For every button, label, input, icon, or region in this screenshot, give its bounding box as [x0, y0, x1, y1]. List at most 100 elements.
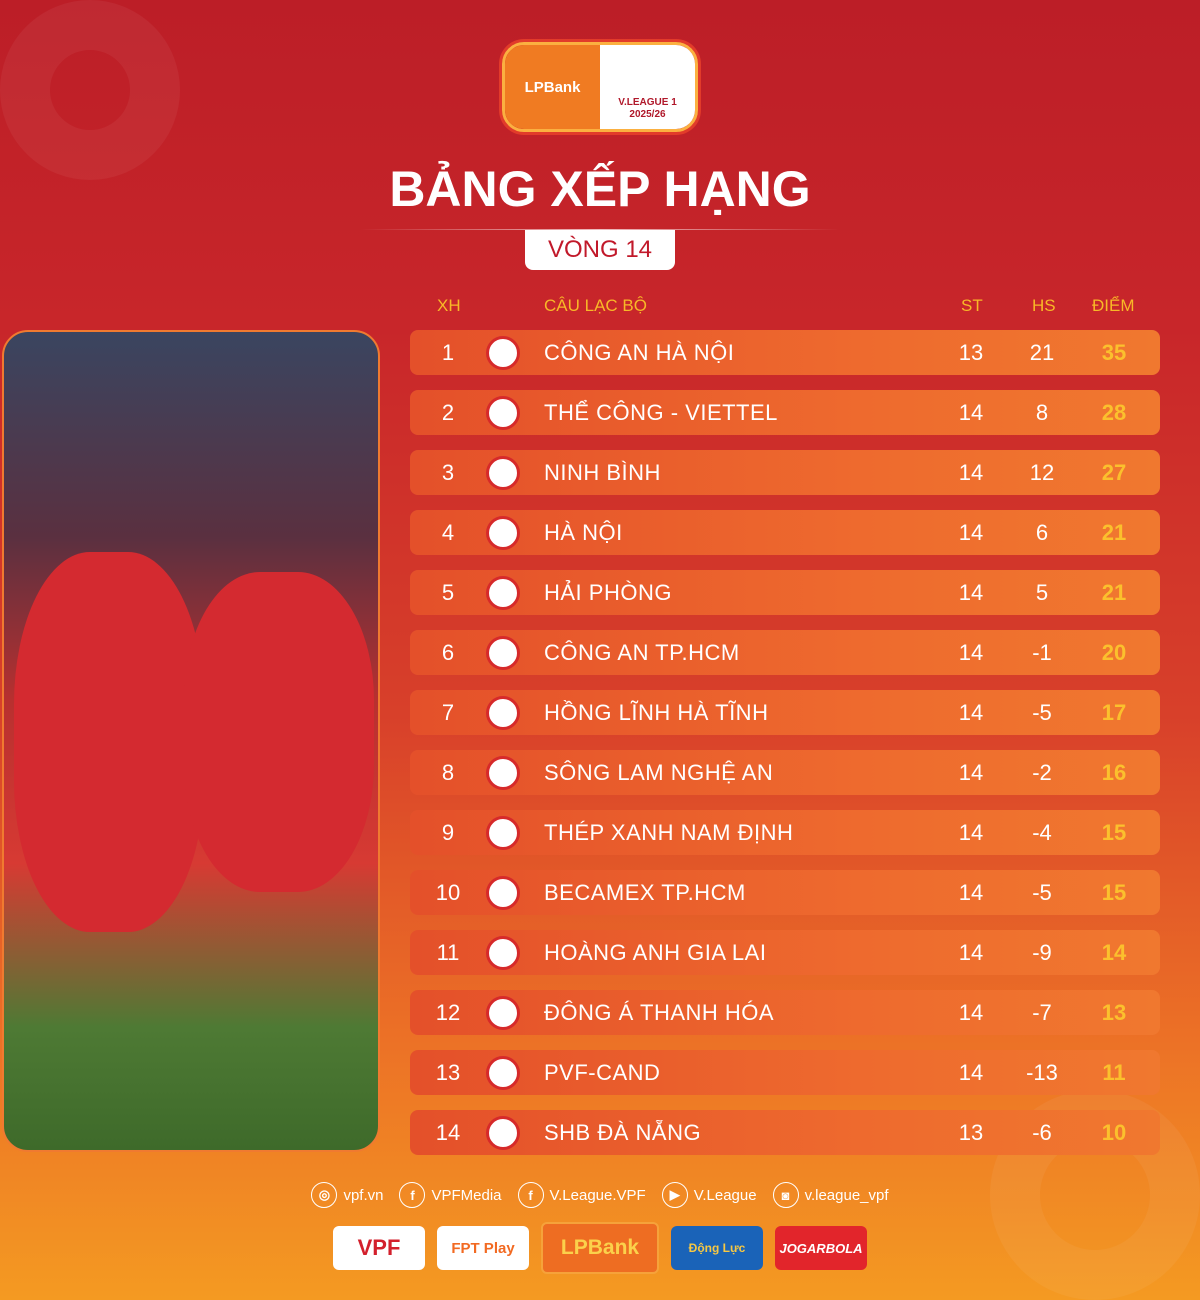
social-link[interactable]: f VPFMedia	[399, 1182, 502, 1208]
position: 7	[441, 700, 455, 725]
played: 13	[958, 1120, 984, 1145]
points: 15	[1101, 820, 1127, 845]
table-row: 14 SHB ĐÀ NẴNG 13 -6 10	[410, 1110, 1160, 1155]
club-crest-icon	[486, 996, 520, 1030]
instagram-icon: ◙	[772, 1182, 799, 1208]
player-photo	[2, 330, 380, 1152]
points: 11	[1102, 1060, 1126, 1085]
points: 21	[1101, 580, 1127, 605]
points: 17	[1101, 700, 1127, 725]
position: 13	[435, 1060, 461, 1085]
club-name: PVF-CAND	[544, 1060, 661, 1085]
club-name: CÔNG AN HÀ NỘI	[544, 340, 735, 365]
club-name: ĐÔNG Á THANH HÓA	[544, 1000, 775, 1025]
goal-difference: 5	[1035, 580, 1049, 605]
points: 14	[1101, 940, 1127, 965]
played: 13	[958, 340, 984, 365]
table-row: 5 HẢI PHÒNG 14 5 21	[410, 570, 1160, 615]
table-row: 12 ĐÔNG Á THANH HÓA 14 -7 13	[410, 990, 1160, 1035]
table-row: 13 PVF-CAND 14 -13 11	[410, 1050, 1160, 1095]
club-crest-icon	[486, 816, 520, 850]
league-logo: LPBank V.LEAGUE 1 2025/26	[502, 42, 698, 132]
decorative-circle	[0, 0, 180, 180]
position: 9	[441, 820, 455, 845]
club-name: HOÀNG ANH GIA LAI	[544, 940, 767, 965]
social-link[interactable]: ◙ v.league_vpf	[772, 1182, 889, 1208]
points: 27	[1101, 460, 1127, 485]
position: 5	[441, 580, 455, 605]
club-name: CÔNG AN TP.HCM	[544, 640, 740, 665]
played: 14	[958, 520, 984, 545]
played: 14	[958, 400, 984, 425]
position: 1	[441, 340, 455, 365]
table-row: 3 NINH BÌNH 14 12 27	[410, 450, 1160, 495]
points: 35	[1101, 340, 1127, 365]
header-points: ĐIỂM	[1092, 296, 1135, 315]
goal-difference: 6	[1035, 520, 1049, 545]
points: 28	[1101, 400, 1127, 425]
club-crest-icon	[486, 456, 520, 490]
table-row: 4 HÀ NỘI 14 6 21	[410, 510, 1160, 555]
played: 14	[958, 1000, 984, 1025]
position: 6	[441, 640, 455, 665]
points: 13	[1101, 1000, 1127, 1025]
points: 20	[1101, 640, 1127, 665]
points: 21	[1101, 520, 1127, 545]
position: 8	[441, 760, 455, 785]
social-link[interactable]: f V.League.VPF	[517, 1182, 646, 1208]
club-name: SHB ĐÀ NẴNG	[544, 1120, 702, 1145]
goal-difference: 12	[1029, 460, 1055, 485]
club-name: HẢI PHÒNG	[544, 580, 672, 605]
social-links: ◎ vpf.vn f VPFMedia f V.League.VPF ▶ V.Leagu…	[0, 1182, 1200, 1208]
goal-difference: -4	[1032, 820, 1052, 845]
played: 14	[958, 1060, 984, 1085]
table-row: 1 CÔNG AN HÀ NỘI 13 21 35	[410, 330, 1160, 375]
table-row: 2 THỂ CÔNG - VIETTEL 14 8 28	[410, 390, 1160, 435]
club-crest-icon	[486, 1116, 520, 1150]
club-crest-icon	[486, 636, 520, 670]
played: 14	[958, 460, 984, 485]
social-link[interactable]: ▶ V.League	[661, 1182, 757, 1208]
played: 14	[958, 700, 984, 725]
position: 11	[436, 940, 460, 965]
club-crest-icon	[486, 876, 520, 910]
club-name: HÀ NỘI	[544, 520, 623, 545]
logo-season: 2025/26	[629, 109, 666, 120]
club-name: BECAMEX TP.HCM	[544, 880, 746, 905]
sponsor-dong-luc: Động Lực	[671, 1226, 763, 1270]
social-link[interactable]: ◎ vpf.vn	[311, 1182, 383, 1208]
goal-difference: -2	[1032, 760, 1052, 785]
points: 15	[1101, 880, 1127, 905]
played: 14	[958, 940, 984, 965]
club-crest-icon	[486, 516, 520, 550]
points: 10	[1101, 1120, 1127, 1145]
played: 14	[958, 880, 984, 905]
youtube-icon: ▶	[661, 1182, 688, 1208]
sponsor-fpt-play: FPT Play	[437, 1226, 529, 1270]
table-row: 10 BECAMEX TP.HCM 14 -5 15	[410, 870, 1160, 915]
sponsors: VPF FPT Play LPBank Động Lực JOGARBOLA	[0, 1222, 1200, 1274]
round-badge: VÒNG 14	[525, 230, 675, 270]
position: 14	[435, 1120, 461, 1145]
goal-difference: -1	[1032, 640, 1052, 665]
club-crest-icon	[486, 1056, 520, 1090]
goal-difference: -6	[1032, 1120, 1052, 1145]
facebook-icon: f	[399, 1182, 426, 1208]
logo-league: V.LEAGUE 1	[618, 97, 677, 108]
goal-difference: -9	[1032, 940, 1052, 965]
club-crest-icon	[486, 576, 520, 610]
divider	[360, 229, 840, 230]
club-crest-icon	[486, 936, 520, 970]
club-name: THÉP XANH NAM ĐỊNH	[544, 820, 794, 845]
club-name: SÔNG LAM NGHỆ AN	[544, 760, 774, 785]
table-row: 11 HOÀNG ANH GIA LAI 14 -9 14	[410, 930, 1160, 975]
table-row: 6 CÔNG AN TP.HCM 14 -1 20	[410, 630, 1160, 675]
points: 16	[1101, 760, 1127, 785]
position: 4	[441, 520, 455, 545]
played: 14	[958, 580, 984, 605]
table-row: 7 HỒNG LĨNH HÀ TĨNH 14 -5 17	[410, 690, 1160, 735]
position: 2	[441, 400, 455, 425]
sponsor-jogarbola: JOGARBOLA	[775, 1226, 867, 1270]
played: 14	[958, 760, 984, 785]
facebook-icon: f	[517, 1182, 544, 1208]
